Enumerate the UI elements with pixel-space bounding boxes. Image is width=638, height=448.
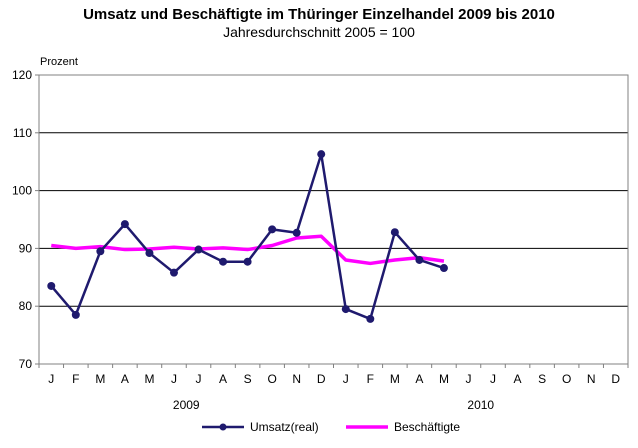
data-point: [439, 264, 448, 273]
y-tick-label: 120: [12, 68, 32, 82]
legend-item-beschaeftigte: Beschäftigte: [344, 420, 460, 434]
x-tick-label: A: [415, 372, 423, 386]
x-tick-label: J: [343, 372, 349, 386]
data-point: [268, 225, 277, 234]
y-tick-label: 100: [12, 184, 32, 198]
data-point: [366, 314, 375, 323]
legend-label-beschaeftigte: Beschäftigte: [394, 420, 461, 434]
gridlines: [39, 132, 628, 307]
data-point: [243, 257, 252, 266]
y-tick-label: 80: [19, 299, 33, 313]
x-tick-label: A: [121, 372, 129, 386]
x-tick-label: S: [244, 372, 252, 386]
x-tick-label: M: [95, 372, 105, 386]
x-tick-label: S: [538, 372, 546, 386]
data-point: [194, 245, 203, 254]
data-point: [169, 268, 178, 277]
series-layer: [47, 150, 448, 323]
x-tick-label: A: [219, 372, 227, 386]
data-point: [292, 228, 301, 237]
x-tick-label: O: [562, 372, 571, 386]
data-point: [96, 247, 105, 256]
x-tick-label: D: [317, 372, 326, 386]
data-point: [341, 305, 350, 314]
x-tick-label: A: [514, 372, 522, 386]
series-line-beschaeftigte: [51, 234, 445, 266]
year-label: 2010: [467, 398, 494, 412]
y-axis-ticks: 70 80 90 100 110 120: [12, 68, 39, 371]
legend-item-umsatz: Umsatz(real): [200, 420, 319, 434]
data-point: [120, 220, 129, 229]
x-tick-label: O: [267, 372, 276, 386]
data-point: [390, 228, 399, 237]
x-tick-label: D: [611, 372, 620, 386]
data-point: [317, 150, 326, 159]
line-chart: 70 80 90 100 110 120 J F M A M J J A S O N D J F M A M J J A S O N D…: [12, 68, 629, 412]
y-axis-unit-label: Prozent: [40, 56, 78, 68]
legend: Umsatz(real) Beschäftigte: [0, 420, 638, 440]
plot-area-frame: [38, 74, 629, 365]
year-labels: 2009 2010: [173, 398, 495, 412]
x-tick-label: J: [490, 372, 496, 386]
series-line-umsatz: [50, 152, 445, 321]
data-point: [71, 310, 80, 319]
y-tick-label: 110: [13, 126, 32, 140]
y-tick-label: 70: [19, 357, 33, 371]
chart-subtitle: Jahresdurchschnitt 2005 = 100: [223, 24, 415, 40]
x-tick-label: F: [72, 372, 79, 386]
year-label: 2009: [173, 398, 200, 412]
x-tick-label: N: [587, 372, 596, 386]
legend-beschaeftigte-swatch-icon: [346, 425, 388, 429]
data-point: [47, 281, 56, 290]
chart-title: Umsatz und Beschäftigte im Thüringer Ein…: [83, 6, 555, 23]
x-tick-label: M: [144, 372, 154, 386]
x-tick-label: N: [292, 372, 301, 386]
legend-umsatz-swatch-icon: [202, 423, 244, 431]
data-point: [145, 249, 154, 258]
x-tick-label: J: [465, 372, 471, 386]
data-point: [219, 257, 228, 266]
x-tick-label: F: [367, 372, 374, 386]
y-tick-label: 90: [19, 241, 33, 255]
x-tick-label: J: [196, 372, 202, 386]
legend-label-umsatz: Umsatz(real): [250, 420, 319, 434]
x-tick-label: M: [439, 372, 449, 386]
x-tick-label: J: [171, 372, 177, 386]
x-tick-label: J: [48, 372, 54, 386]
x-tick-label: M: [390, 372, 400, 386]
data-point: [415, 255, 424, 264]
